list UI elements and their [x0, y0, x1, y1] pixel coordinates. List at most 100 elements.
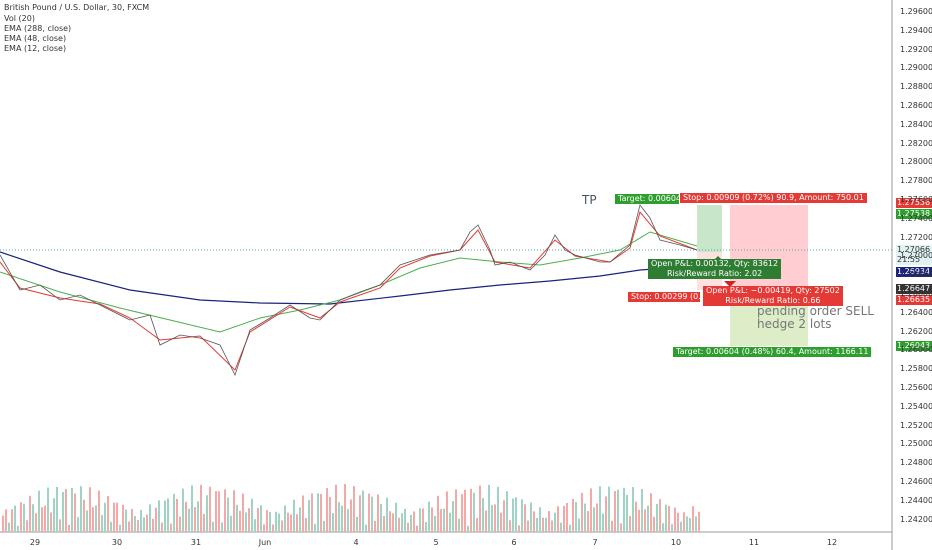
- volume-bar: [386, 497, 388, 532]
- volume-bar: [533, 511, 535, 532]
- price-axis-label: 1.28400: [900, 119, 932, 129]
- volume-bar: [587, 511, 589, 532]
- volume-bar: [692, 506, 694, 532]
- volume-bar: [578, 518, 580, 532]
- note: pending order SELL: [757, 304, 874, 318]
- volume-bar: [68, 524, 70, 532]
- volume-bar: [164, 500, 166, 532]
- indicator: EMA (12, close): [4, 44, 67, 53]
- volume-bars: [2, 484, 700, 532]
- volume-bar: [626, 494, 628, 532]
- volume-bar: [302, 495, 304, 532]
- volume-bar: [101, 514, 103, 532]
- volume-bar: [680, 521, 682, 532]
- volume-bar: [545, 517, 547, 532]
- price-axis-label: 1.27400: [900, 213, 932, 223]
- volume-bar: [278, 513, 280, 532]
- volume-bar: [98, 490, 100, 532]
- price-tag: 1.27538: [896, 209, 932, 219]
- volume-bar: [476, 518, 478, 532]
- volume-bar: [146, 514, 148, 532]
- volume-bar: [437, 495, 439, 532]
- volume-bar: [305, 517, 307, 532]
- volume-bar: [368, 493, 370, 532]
- volume-bar: [356, 516, 358, 532]
- indicator: Vol (20): [4, 14, 35, 23]
- price-tag: 1.26043: [896, 341, 932, 351]
- volume-bar: [572, 498, 574, 532]
- volume-bar: [185, 501, 187, 532]
- volume-bar: [344, 484, 346, 532]
- volume-bar: [233, 490, 235, 532]
- time-axis-label: 30: [111, 538, 123, 547]
- volume-bar: [383, 515, 385, 532]
- volume-bar: [254, 519, 256, 532]
- volume-bar: [14, 505, 16, 532]
- ema-288: [0, 251, 698, 305]
- volume-bar: [575, 502, 577, 532]
- price-axis-label: 1.24800: [900, 458, 932, 468]
- volume-bar: [80, 486, 82, 532]
- volume-bar: [689, 518, 691, 532]
- stop-label: Stop: 0.00299 (0.2: [628, 292, 700, 302]
- volume-bar: [260, 505, 262, 532]
- short-position-info: Open P&L: −0.00419, Qty: 27502 Risk/Rewar…: [703, 286, 843, 306]
- volume-bar: [563, 505, 565, 532]
- time-axis-label: 31: [190, 538, 202, 547]
- volume-bar: [200, 484, 202, 532]
- volume-bar: [593, 507, 595, 532]
- volume-bar: [188, 508, 190, 532]
- volume-bar: [506, 491, 508, 532]
- volume-bar: [410, 514, 412, 532]
- volume-bar: [35, 513, 37, 532]
- volume-bar: [494, 504, 496, 532]
- volume-bar: [581, 492, 583, 532]
- volume-bar: [338, 502, 340, 532]
- volume-bar: [167, 498, 169, 532]
- volume-bar: [137, 520, 139, 532]
- volume-bar: [467, 525, 469, 532]
- volume-bar: [71, 487, 73, 532]
- volume-bar: [560, 522, 562, 532]
- volume-bar: [134, 516, 136, 532]
- volume-bar: [647, 505, 649, 532]
- volume-bar: [428, 501, 430, 532]
- price-axis-label: 1.26600: [900, 289, 932, 298]
- volume-bar: [173, 493, 175, 532]
- price-axis-label: 1.27800: [900, 176, 932, 186]
- price-axis-label: 1.27200: [900, 232, 932, 242]
- volume-bar: [56, 486, 58, 532]
- volume-bar: [527, 520, 529, 532]
- volume-bar: [350, 499, 352, 532]
- pnl: Open P&L: 0.00132, Qty: 83612: [651, 259, 779, 268]
- countdown: 21:55: [896, 255, 932, 265]
- volume-bar: [26, 520, 28, 532]
- volume-bar: [122, 504, 124, 532]
- volume-bar: [554, 512, 556, 532]
- ema-48: [0, 231, 698, 333]
- volume-bar: [491, 504, 493, 532]
- volume-bar: [485, 510, 487, 532]
- volume-bar: [116, 502, 118, 532]
- volume-bar: [284, 505, 286, 532]
- volume-bar: [440, 508, 442, 532]
- volume-bar: [317, 493, 319, 532]
- volume-bar: [536, 517, 538, 532]
- volume-bar: [23, 503, 25, 532]
- volume-bar: [191, 485, 193, 532]
- volume-bar: [335, 484, 337, 532]
- volume-bar: [569, 524, 571, 532]
- stop-label: Stop: 0.00909 (0.72%) 90.9, Amount: 750.…: [680, 193, 867, 203]
- volume-bar: [371, 496, 373, 532]
- volume-bar: [425, 521, 427, 532]
- volume-bar: [266, 510, 268, 532]
- volume-bar: [413, 511, 415, 532]
- price-axis-label: 1.28200: [900, 138, 932, 148]
- price-axis-label: 1.26800: [900, 270, 932, 280]
- volume-bar: [83, 499, 85, 532]
- volume-bar: [365, 524, 367, 532]
- volume-bar: [107, 495, 109, 532]
- price-tag: 1.26635: [896, 295, 932, 305]
- volume-bar: [242, 493, 244, 532]
- volume-bar: [407, 522, 409, 532]
